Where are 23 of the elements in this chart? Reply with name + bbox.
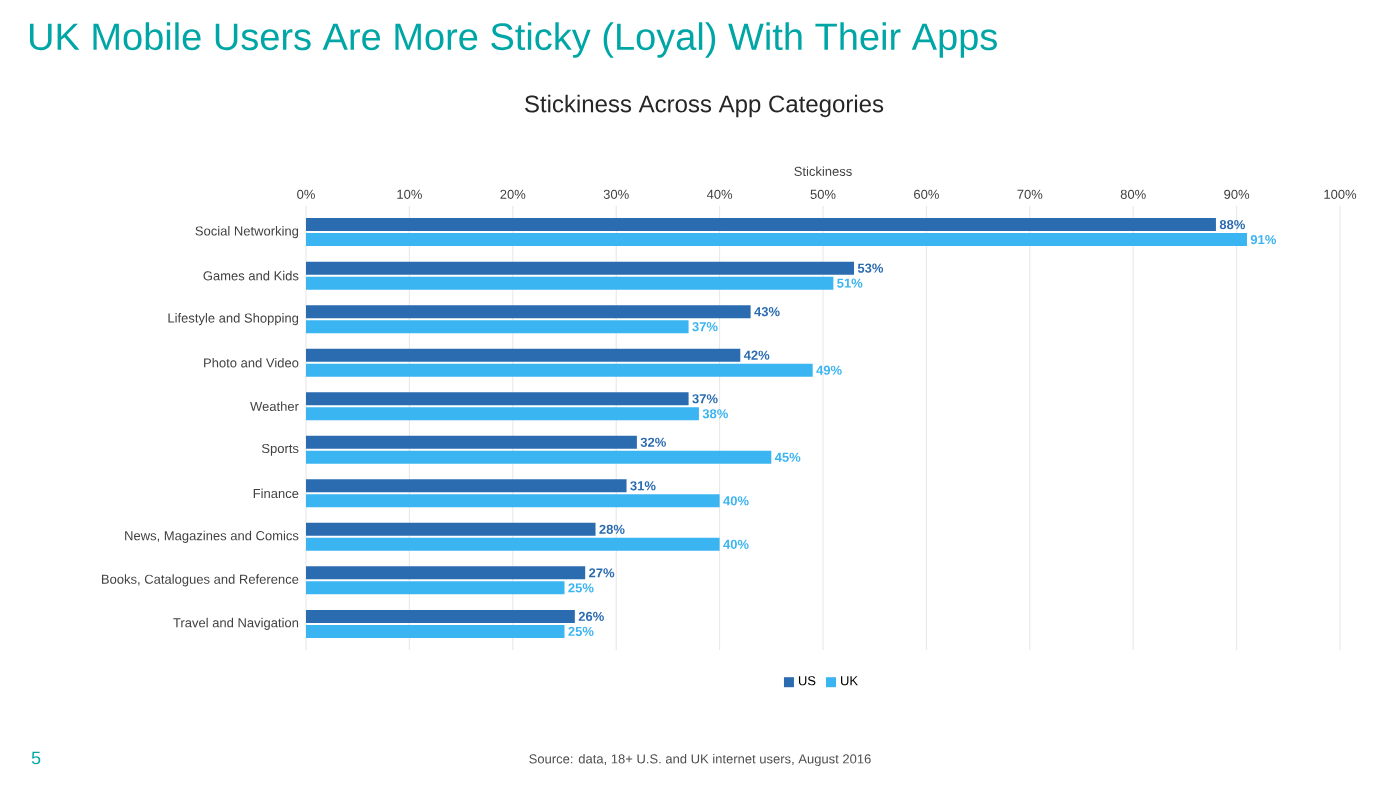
- bar: [306, 305, 751, 319]
- chart-title: UK Mobile Users Are More Sticky (Loyal) With Their Apps: [29, 22, 997, 58]
- bar: [306, 407, 699, 421]
- bar: [306, 581, 565, 595]
- bar: [306, 537, 720, 551]
- bar: [306, 494, 720, 508]
- bar: [306, 392, 689, 406]
- bar: [306, 320, 689, 334]
- bar: [306, 348, 741, 362]
- text: 5: [31, 751, 41, 765]
- bar: [306, 363, 813, 377]
- bar: [306, 479, 627, 493]
- bar: [306, 450, 772, 464]
- bar: [306, 435, 637, 449]
- bar: [306, 624, 565, 638]
- bar: [306, 261, 855, 275]
- bar: [306, 609, 575, 623]
- bar: [306, 218, 1216, 232]
- bar: [306, 566, 586, 580]
- bar: [306, 233, 1247, 247]
- chart-subtitle: Stickiness Across App Categories: [525, 94, 884, 118]
- bar: [306, 522, 596, 536]
- bar: [306, 276, 834, 290]
